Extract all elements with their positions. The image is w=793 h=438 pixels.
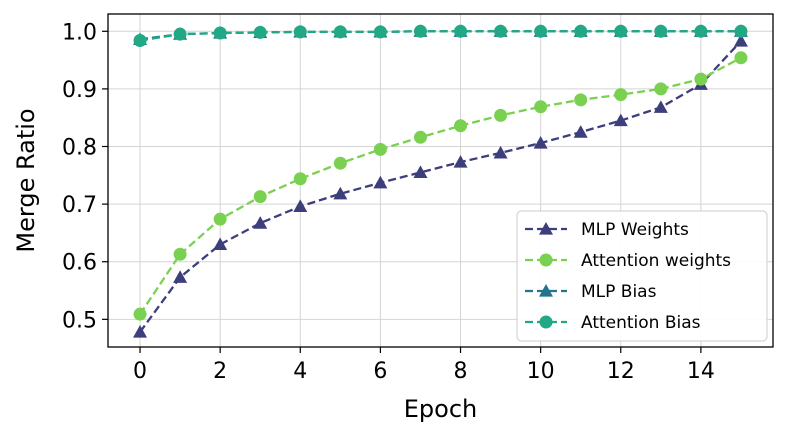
mlp-weights-point — [293, 199, 308, 213]
attention-bias-point — [413, 24, 427, 38]
attention-weights-line — [139, 56, 742, 315]
attention-bias-point — [454, 24, 468, 38]
y-tick-label: 0.7 — [62, 193, 97, 218]
x-tick-label: 14 — [687, 359, 715, 384]
mlp-weights-point — [173, 270, 188, 283]
attention-weights-point — [133, 307, 147, 321]
series-attention-bias — [133, 24, 748, 48]
attention-weights-point — [734, 51, 748, 65]
y-tick-label: 0.9 — [62, 78, 97, 103]
legend-marker — [539, 284, 553, 297]
legend: MLP Weights Attention weights MLP Bias Atte… — [516, 210, 768, 342]
mlp-weights-point — [253, 216, 268, 229]
attention-bias-point — [293, 25, 307, 39]
legend-item-mlp-weights: MLP Weights — [525, 220, 689, 240]
legend-item-attention-bias: Attention Bias — [525, 313, 701, 333]
mlp-weights-point — [413, 165, 428, 179]
y-tick-label: 0.8 — [62, 136, 97, 161]
legend-label: MLP Weights — [581, 220, 689, 240]
y-tick-label: 0.5 — [62, 308, 97, 333]
attention-weights-point — [494, 108, 508, 122]
legend-item-attention-weights: Attention weights — [525, 251, 731, 271]
legend-marker — [539, 315, 553, 329]
x-tick-label: 12 — [607, 359, 635, 384]
legend-marker — [539, 253, 553, 267]
attention-bias-point — [614, 24, 628, 38]
attention-weights-point — [694, 72, 708, 86]
y-tick-label: 0.6 — [62, 251, 97, 276]
attention-weights-point — [454, 119, 468, 133]
x-tick-label: 4 — [293, 359, 307, 384]
mlp-weights-point — [373, 175, 388, 189]
legend-box — [516, 210, 768, 342]
attention-weights-point — [534, 100, 548, 114]
x-tick-label: 10 — [527, 359, 555, 384]
attention-weights-point — [213, 212, 227, 226]
legend-label: Attention Bias — [581, 313, 701, 333]
attention-bias-point — [333, 25, 347, 39]
attention-weights-point — [333, 156, 347, 170]
mlp-weights-line — [139, 40, 742, 333]
x-axis: 0 2 4 6 8 10 12 14 — [133, 347, 715, 384]
mlp-weights-point — [733, 34, 748, 47]
x-tick-label: 2 — [213, 359, 227, 384]
attention-bias-point — [734, 24, 748, 38]
x-tick-label: 6 — [373, 359, 387, 384]
attention-weights-point — [253, 190, 267, 204]
x-tick-label: 0 — [133, 359, 147, 384]
attention-weights-point — [614, 88, 628, 102]
attention-bias-point — [694, 24, 708, 38]
attention-weights-point — [293, 172, 307, 186]
attention-weights-point — [413, 130, 427, 144]
mlp-weights-point — [533, 136, 548, 149]
legend-label: MLP Bias — [581, 282, 657, 302]
mlp-weights-point — [333, 186, 348, 200]
plot-frame — [107, 13, 774, 348]
mlp-weights-point — [493, 145, 508, 159]
attention-bias-point — [574, 24, 588, 38]
y-axis: 0.5 0.6 0.7 0.8 0.9 1.0 — [62, 20, 108, 333]
attention-weights-point — [574, 93, 588, 107]
y-tick-label: 1.0 — [62, 20, 97, 45]
attention-bias-point — [654, 24, 668, 38]
series-mlp-weights — [133, 34, 748, 338]
attention-bias-point — [173, 27, 187, 41]
mlp-weights-point — [453, 155, 468, 168]
attention-weights-point — [173, 247, 187, 261]
attention-weights-point — [373, 142, 387, 156]
attention-bias-point — [133, 34, 147, 48]
x-tick-label: 8 — [454, 359, 468, 384]
legend-label: Attention weights — [581, 251, 731, 271]
y-axis-label: Merge Ratio — [12, 108, 40, 252]
x-axis-label: Epoch — [404, 395, 478, 423]
attention-bias-point — [373, 25, 387, 39]
attention-bias-point — [253, 25, 267, 39]
mlp-weights-point — [213, 237, 228, 251]
mlp-weights-point — [653, 100, 668, 113]
mlp-weights-point — [613, 113, 628, 127]
mlp-weights-point — [133, 325, 148, 338]
attention-bias-point — [213, 26, 227, 40]
attention-bias-line — [139, 30, 741, 42]
attention-bias-point — [494, 24, 508, 38]
attention-weights-point — [654, 82, 668, 96]
legend-marker — [539, 222, 553, 235]
mlp-weights-point — [573, 125, 588, 138]
series-attention-weights — [133, 51, 748, 321]
attention-bias-point — [534, 24, 548, 38]
series-layer — [133, 24, 748, 338]
legend-item-mlp-bias: MLP Bias — [525, 282, 657, 302]
